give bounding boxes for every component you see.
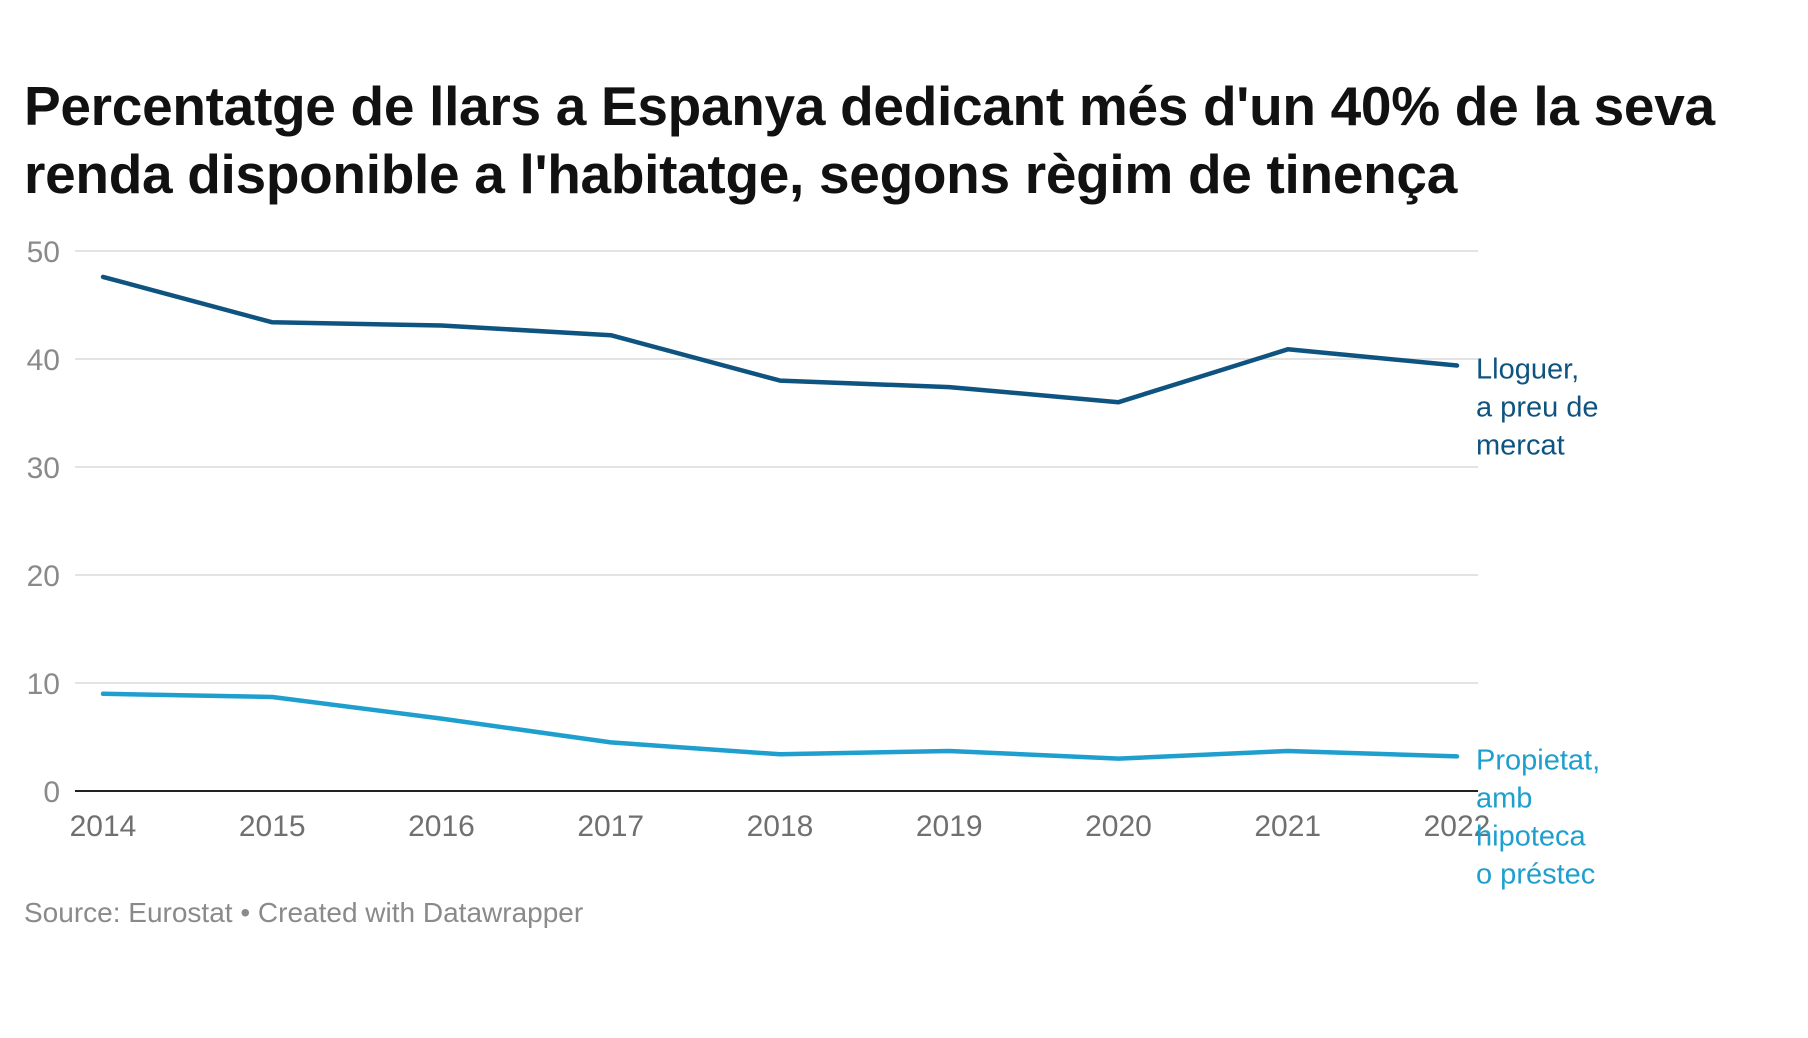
x-tick-label-2017: 2017: [577, 810, 644, 843]
x-tick-label-2016: 2016: [408, 810, 475, 843]
gridlines: [75, 250, 1478, 684]
series-labels: Lloguer, a preu de mercat Propietat, amb hipo…: [1476, 353, 1600, 890]
series-label-2-line-4: o préstec: [1476, 858, 1595, 890]
y-tick-label-10: 10: [27, 668, 60, 701]
x-tick-label-2014: 2014: [70, 810, 137, 843]
y-tick-label-20: 20: [27, 560, 60, 593]
source-credit: Source: Eurostat • Created with Datawrap…: [24, 897, 584, 928]
series-line-1: [100, 274, 1460, 405]
series-label-2-line-1: Propietat,: [1476, 744, 1600, 776]
axes: 0 10 20 30 40 50 2014 2015 2016 2017 2018 2019 2020 2…: [27, 236, 1491, 843]
y-tick-label-30: 30: [27, 452, 60, 485]
x-tick-label-2018: 2018: [747, 810, 814, 843]
y-tick-label-40: 40: [27, 344, 60, 377]
x-tick-label-2022: 2022: [1424, 810, 1491, 843]
series-line-2: [100, 691, 1460, 761]
x-tick-label-2015: 2015: [239, 810, 306, 843]
y-tick-label-0: 0: [43, 776, 60, 809]
y-tick-label-50: 50: [27, 236, 60, 269]
series-label-2-line-2: amb: [1476, 782, 1532, 814]
x-tick-label-2019: 2019: [916, 810, 983, 843]
chart-title: Percentatge de llars a Espanya dedicant …: [24, 75, 1715, 205]
series-label-2-line-3: hipoteca: [1476, 820, 1587, 852]
series-label-1-line-1: Lloguer,: [1476, 353, 1579, 385]
series-label-1-line-3: mercat: [1476, 429, 1565, 461]
series-label-1-line-2: a preu de: [1476, 391, 1599, 423]
x-tick-label-2021: 2021: [1254, 810, 1321, 843]
series-lines: [100, 274, 1460, 761]
x-tick-label-2020: 2020: [1085, 810, 1152, 843]
